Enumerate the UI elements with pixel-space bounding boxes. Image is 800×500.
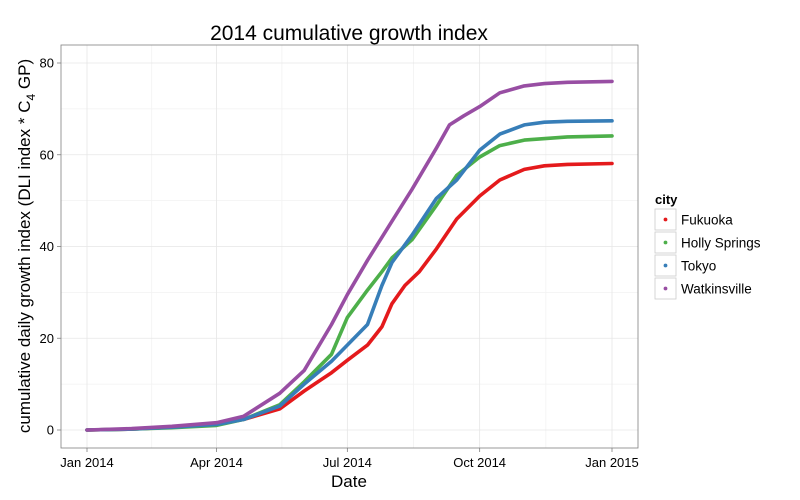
series-line-watkinsville <box>85 79 614 432</box>
legend-label-fukuoka: Fukuoka <box>681 213 733 228</box>
x-axis-title: Date <box>331 472 367 491</box>
y-axis: 0 20 40 60 80 <box>40 56 61 438</box>
legend-label-holly-springs: Holly Springs <box>681 236 761 251</box>
chart-title: 2014 cumulative growth index <box>210 22 488 45</box>
legend-marker-watkinsville <box>663 286 668 291</box>
y-tick-label: 40 <box>40 239 54 254</box>
x-tick-label: Oct 2014 <box>453 455 506 470</box>
legend-title: city <box>655 192 678 207</box>
x-axis: Jan 2014 Apr 2014 Jul 2014 Oct 2014 Jan 2015 <box>60 448 639 470</box>
x-tick-label: Jul 2014 <box>323 455 372 470</box>
legend-marker-tokyo <box>663 263 668 268</box>
series-line-tokyo <box>85 119 614 432</box>
y-tick-label: 60 <box>40 147 54 162</box>
legend-label-watkinsville: Watkinsville <box>681 282 752 297</box>
legend-marker-fukuoka <box>663 217 668 222</box>
y-tick-label: 20 <box>40 331 54 346</box>
y-tick-label: 0 <box>47 423 54 438</box>
y-axis-title: cumulative daily growth index (DLI index… <box>15 59 38 433</box>
legend-label-tokyo: Tokyo <box>681 259 716 274</box>
x-tick-label: Apr 2014 <box>190 455 243 470</box>
x-tick-label: Jan 2015 <box>585 455 639 470</box>
x-tick-label: Jan 2014 <box>60 455 114 470</box>
y-tick-label: 80 <box>40 56 54 71</box>
legend-marker-holly-springs <box>663 240 668 245</box>
plot-area <box>60 44 639 449</box>
legend: city Fukuoka Holly Springs Tokyo Watkinsvil… <box>654 192 761 300</box>
